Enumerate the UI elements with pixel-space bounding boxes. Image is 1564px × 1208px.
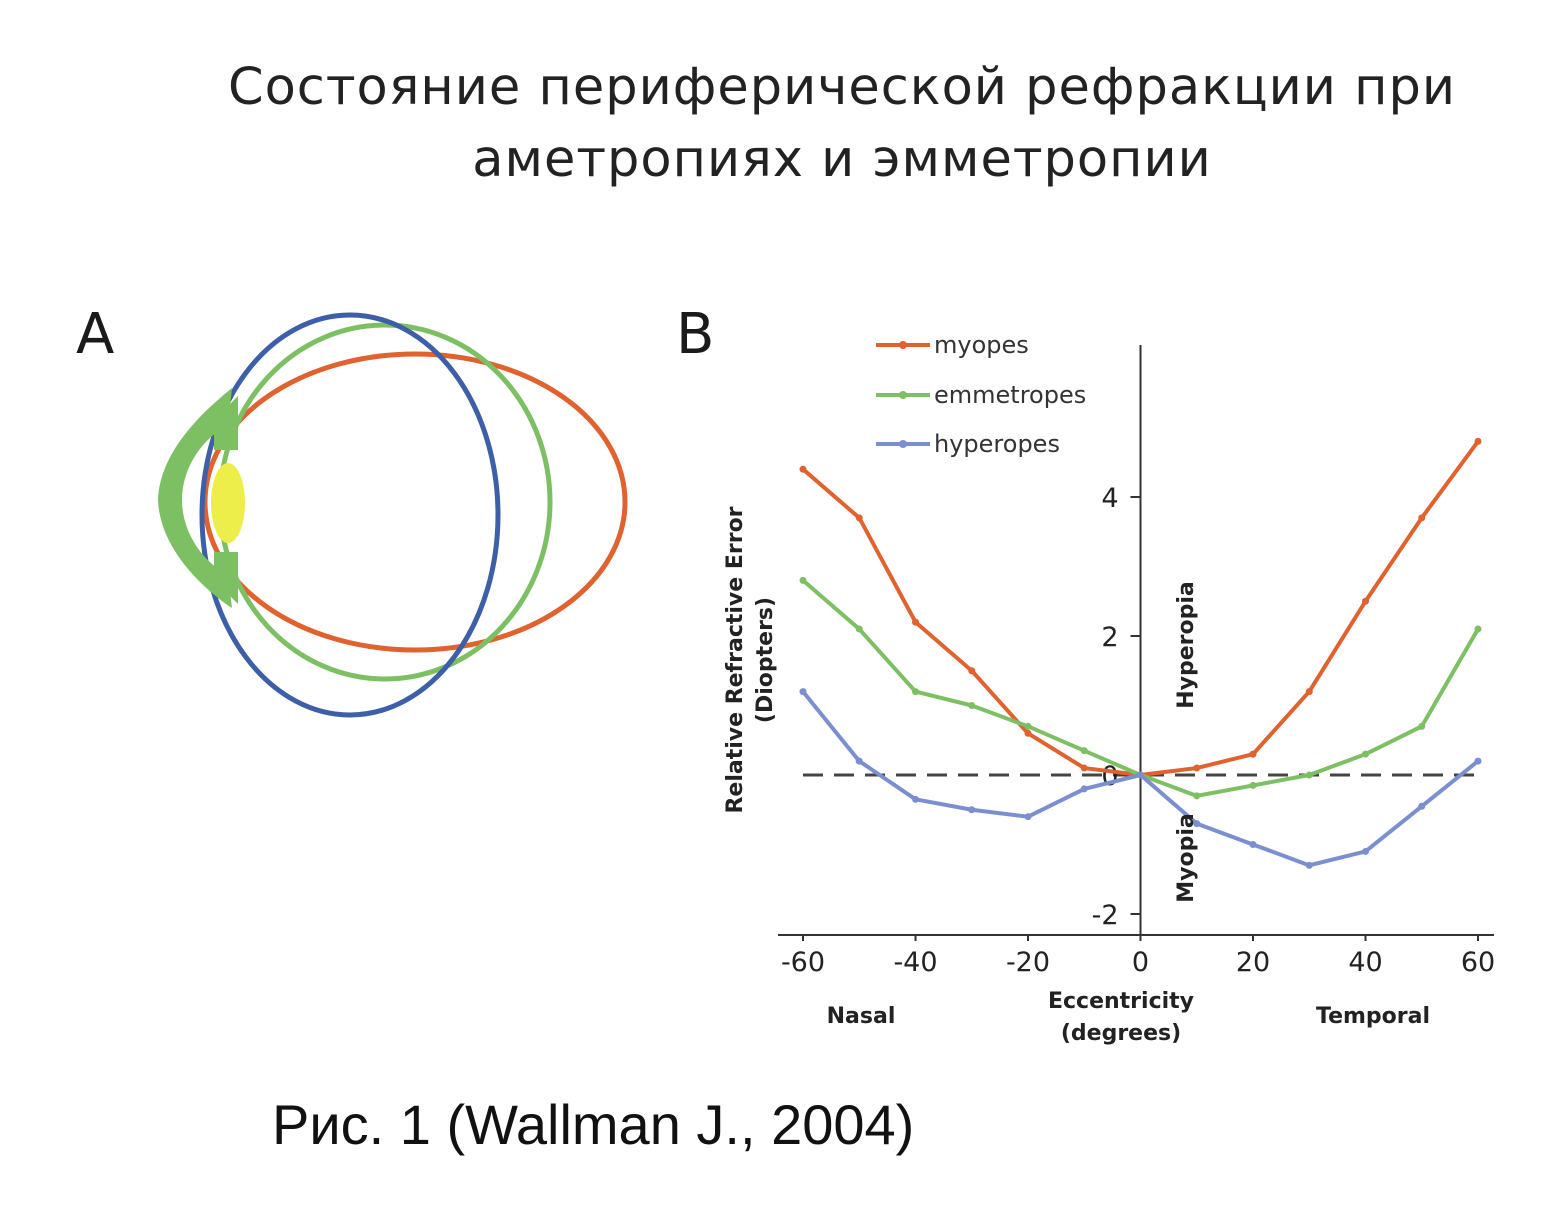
data-point-hyperopes — [1474, 757, 1482, 765]
data-point-hyperopes — [1137, 771, 1144, 779]
panel-a-label: A — [76, 302, 115, 367]
x-tick-label: -20 — [1006, 947, 1050, 978]
figure-caption: Рис. 1 (Wallman J., 2004) — [272, 1093, 915, 1156]
lens-shape — [211, 463, 245, 543]
legend-label-hyperopes: hyperopes — [934, 430, 1060, 458]
data-point-hyperopes — [1305, 861, 1313, 869]
chart-series — [799, 437, 1482, 869]
data-point-myopes — [1474, 437, 1482, 445]
legend-label-myopes: myopes — [934, 331, 1029, 359]
x-tick-label: 0 — [1132, 947, 1149, 978]
hyperopic-eye-outline — [199, 312, 501, 718]
legend-marker-emmetropes — [899, 391, 907, 399]
data-point-myopes — [1362, 597, 1369, 605]
temporal-label: Temporal — [1316, 1004, 1430, 1029]
data-point-hyperopes — [855, 757, 863, 765]
data-point-hyperopes — [1193, 820, 1201, 828]
data-point-emmetropes — [968, 702, 976, 709]
legend-label-emmetropes: emmetropes — [934, 381, 1086, 409]
panel-b-label: B — [676, 302, 715, 367]
data-point-emmetropes — [1305, 771, 1313, 779]
data-point-emmetropes — [1362, 750, 1369, 758]
data-point-emmetropes — [912, 688, 919, 696]
x-axis-label-line-2: (degrees) — [1061, 1021, 1181, 1046]
data-point-emmetropes — [1474, 625, 1482, 633]
legend-marker-hyperopes — [899, 440, 907, 448]
data-point-myopes — [1305, 688, 1313, 696]
myopic-eye-outline — [202, 351, 628, 653]
data-point-hyperopes — [1024, 813, 1032, 821]
x-axis-label-line-1: Eccentricity — [1048, 989, 1194, 1014]
data-point-hyperopes — [912, 795, 919, 803]
chart-legend: myopes emmetropes hyperopes — [876, 331, 1086, 458]
data-point-emmetropes — [1080, 747, 1088, 755]
nasal-label: Nasal — [827, 1004, 896, 1029]
y-tick-label: 2 — [1101, 622, 1118, 653]
data-point-hyperopes — [799, 688, 807, 696]
y-tick-label: 4 — [1101, 483, 1118, 514]
data-point-hyperopes — [1249, 841, 1257, 848]
cornea-shape — [158, 388, 238, 608]
title-line-1: Состояние периферической рефракции при — [227, 58, 1457, 117]
data-point-myopes — [855, 514, 863, 522]
data-point-emmetropes — [855, 625, 863, 633]
data-point-myopes — [968, 667, 976, 675]
myopia-region-label: Myopia — [1174, 813, 1199, 902]
data-point-myopes — [1080, 764, 1088, 772]
y-tick-label: -2 — [1092, 900, 1119, 931]
x-tick-label: 20 — [1236, 947, 1270, 978]
data-point-myopes — [1024, 729, 1032, 737]
data-point-myopes — [1193, 764, 1201, 772]
hyperopia-region-label: Hyperopia — [1174, 581, 1199, 709]
data-point-myopes — [1418, 514, 1426, 522]
x-tick-label: 40 — [1348, 947, 1382, 978]
data-point-myopes — [799, 465, 807, 473]
data-point-emmetropes — [1024, 722, 1032, 730]
data-point-hyperopes — [968, 806, 976, 814]
x-tick-label: 60 — [1461, 947, 1495, 978]
y-axis-label-line-1: Relative Refractive Error — [723, 506, 748, 813]
data-point-emmetropes — [1193, 792, 1201, 800]
data-point-myopes — [1249, 750, 1257, 758]
data-point-emmetropes — [1418, 722, 1426, 730]
data-point-myopes — [912, 618, 919, 626]
legend-marker-myopes — [899, 341, 907, 349]
data-point-emmetropes — [799, 576, 807, 584]
data-point-hyperopes — [1362, 847, 1369, 855]
x-tick-label: -60 — [781, 947, 825, 978]
x-tick-label: -40 — [893, 947, 937, 978]
slide-title: Состояние периферической рефракции при а… — [0, 52, 1564, 196]
data-point-emmetropes — [1249, 781, 1257, 789]
title-line-2: аметропиях и эмметропии — [472, 130, 1212, 189]
data-point-hyperopes — [1418, 802, 1426, 810]
chart-labels: Relative Refractive Error (Diopters) Hyper… — [723, 506, 1430, 1046]
y-axis-label-line-2: (Diopters) — [753, 597, 778, 723]
data-point-hyperopes — [1080, 785, 1088, 793]
